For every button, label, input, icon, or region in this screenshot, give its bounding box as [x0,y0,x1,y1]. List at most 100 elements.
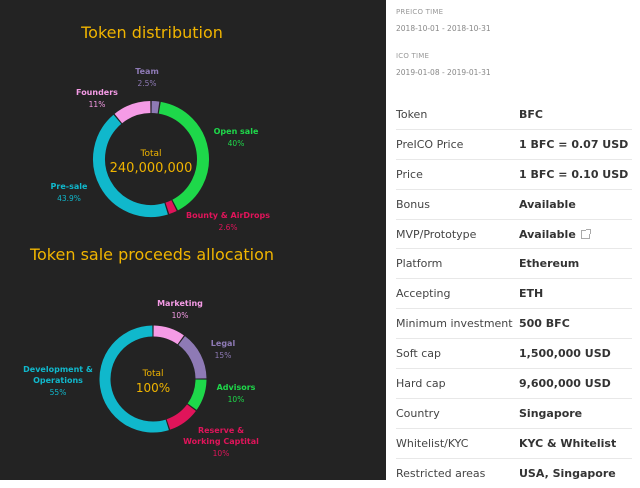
detail-row: Whitelist/KYC KYC & Whitelist [396,429,632,459]
detail-row: MVP/Prototype Available [396,220,632,250]
detail-key: MVP/Prototype [396,227,477,241]
proceeds-allocation-title: Token sale proceeds allocation [29,245,275,264]
slice-name-label: Advisors [217,383,256,392]
slice-name-label: Working Captital [183,437,259,446]
detail-value: 1 BFC = 0.10 USD [519,168,628,181]
detail-key: Accepting [396,287,451,301]
donut-total-label: Total [139,149,161,159]
slice-percent-label: 15% [215,351,232,360]
ico-time: ICO TIME 2019-01-08 - 2019-01-31 [396,52,491,77]
detail-key: Platform [396,257,443,271]
detail-value-text: 1,500,000 USD [519,347,611,361]
detail-key: Hard cap [396,376,446,390]
donut-slice [158,101,209,211]
detail-key: Bonus [396,197,430,211]
slice-name-label: Reserve & [198,426,244,435]
detail-row: Restricted areas USA, Singapore [396,459,632,488]
donut-slice [165,200,177,215]
external-link-icon[interactable] [580,228,591,239]
slice-percent-label: 2.6% [218,223,237,232]
slice-name-label: Founders [76,88,118,97]
donut-slice [93,114,168,217]
donut-slice [187,379,207,410]
detail-value-text: Available [519,227,576,241]
detail-row: PreICO Price 1 BFC = 0.07 USD [396,130,632,160]
detail-key: Token [396,107,428,121]
detail-key: Restricted areas [396,466,486,480]
detail-value: BFC [519,108,543,121]
donut-slice [114,101,151,124]
detail-value-text: BFC [519,107,543,121]
detail-value-text: Available [519,197,576,211]
slice-name-label: Bounty & AirDrops [186,211,270,220]
detail-key: Country [396,406,440,420]
donut-charts: Team 2.5% Open sale 40% Bounty & AirDrops 2.6… [23,67,270,458]
detail-row: Platform Ethereum [396,249,632,280]
detail-value: Available [519,198,576,211]
donut-slice [99,325,169,433]
detail-value: KYC & Whitelist [519,437,616,450]
detail-value-text: ETH [519,287,544,301]
detail-value: Ethereum [519,257,579,270]
slice-percent-label: 10% [228,395,245,404]
detail-value: 1,500,000 USD [519,347,611,360]
donut-total-value: 100% [136,381,170,395]
slice-percent-label: 10% [172,311,189,320]
slice-percent-label: 10% [213,449,230,458]
detail-key: Minimum investment [396,317,513,331]
ico-time-label: ICO TIME [396,52,430,60]
detail-value: USA, Singapore [519,467,616,480]
detail-row: Country Singapore [396,399,632,429]
detail-key: Whitelist/KYC [396,436,469,450]
preico-time: PREICO TIME 2018-10-01 - 2018-10-31 [396,8,491,33]
ico-details-panel: PREICO TIME 2018-10-01 - 2018-10-31 ICO … [386,0,640,480]
slice-name-label: Operations [33,376,83,385]
donut-total-label: Total [141,369,163,379]
detail-value: 500 BFC [519,317,570,330]
donut-slice [153,325,184,345]
preico-time-label: PREICO TIME [396,8,444,16]
detail-row: Bonus Available [396,190,632,220]
slice-percent-label: 2.5% [137,79,156,88]
slice-name-label: Development & [23,365,93,374]
slice-percent-label: 40% [228,139,245,148]
token-distribution-title: Token distribution [81,23,223,42]
donut-slice [178,336,207,379]
charts-panel: Token distribution Token sale proceeds a… [0,0,386,480]
slice-name-label: Legal [211,339,236,348]
detail-value-text: 9,600,000 USD [519,376,611,390]
details-list: Token BFC PreICO Price 1 BFC = 0.07 USD Pric… [396,100,632,488]
detail-row: Hard cap 9,600,000 USD [396,369,632,399]
detail-key: PreICO Price [396,137,464,151]
detail-value-text: Singapore [519,406,583,420]
donut-slice [151,101,160,114]
detail-row: Token BFC [396,100,632,130]
detail-value-text: 500 BFC [519,317,570,331]
detail-value: Singapore [519,407,582,420]
slice-percent-label: 55% [50,388,67,397]
detail-value-text: Ethereum [519,257,580,271]
detail-value-text: 1 BFC = 0.10 USD [519,167,629,181]
slice-name-label: Pre-sale [51,182,88,191]
slice-percent-label: 43.9% [57,194,81,203]
slice-percent-label: 11% [89,100,106,109]
detail-row: Price 1 BFC = 0.10 USD [396,160,632,190]
detail-value-text: KYC & Whitelist [519,436,617,450]
detail-row: Minimum investment 500 BFC [396,309,632,340]
detail-row: Accepting ETH [396,279,632,310]
detail-value: 9,600,000 USD [519,377,611,390]
slice-name-label: Marketing [157,299,203,308]
detail-value-text: 1 BFC = 0.07 USD [519,137,629,151]
ico-time-value: 2019-01-08 - 2019-01-31 [396,68,491,77]
detail-value[interactable]: Available [519,227,591,241]
donut-slice [166,404,196,430]
detail-key: Price [396,167,423,181]
preico-time-value: 2018-10-01 - 2018-10-31 [396,24,491,33]
detail-value-text: USA, Singapore [519,466,616,480]
donut-total-value: 240,000,000 [110,161,193,176]
detail-key: Soft cap [396,347,441,361]
detail-value: ETH [519,287,543,300]
slice-name-label: Team [135,67,159,76]
slice-name-label: Open sale [214,127,259,136]
detail-value: 1 BFC = 0.07 USD [519,138,628,151]
